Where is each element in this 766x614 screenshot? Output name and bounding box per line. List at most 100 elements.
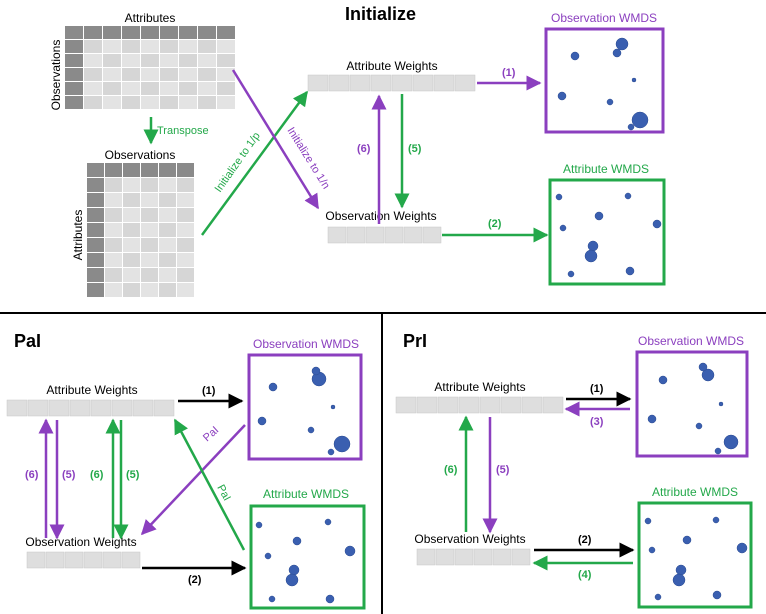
wmds-point[interactable] (584, 249, 598, 263)
wmds-point[interactable] (264, 552, 272, 560)
matrix-cell (105, 268, 122, 282)
matrix-cell (177, 208, 194, 222)
wmds-point[interactable] (675, 564, 687, 576)
matrix-cell (123, 208, 140, 222)
matrix-cell (217, 26, 235, 39)
pri-label-2: (2) (578, 534, 592, 546)
matrix-cell (65, 26, 83, 39)
wmds-point[interactable] (325, 594, 335, 604)
matrix-cell (123, 223, 140, 237)
top-attr-wmds-box (548, 178, 666, 286)
wmds-point[interactable] (255, 521, 263, 529)
wmds-point[interactable] (698, 362, 708, 372)
matrix-cell (217, 82, 235, 95)
wmds-point[interactable] (658, 375, 668, 385)
matrix-cell (141, 54, 159, 67)
matrix-cell (87, 268, 104, 282)
matrix-cell (105, 283, 122, 297)
matrix-cell (160, 40, 178, 53)
pai-obs-wmds-points (257, 366, 351, 456)
matrix-cell (65, 82, 83, 95)
wmds-point[interactable] (695, 422, 703, 430)
wmds-point[interactable] (627, 123, 635, 131)
wmds-point[interactable] (644, 517, 652, 525)
wmds-point[interactable] (257, 416, 267, 426)
weight-cell (416, 548, 436, 566)
wmds-point[interactable] (344, 545, 356, 557)
pai-label-5-green: (5) (126, 469, 140, 481)
wmds-point[interactable] (712, 516, 720, 524)
wmds-point[interactable] (594, 211, 604, 221)
matrix-cell (103, 40, 121, 53)
matrix-cell (160, 82, 178, 95)
wmds-point[interactable] (333, 435, 351, 453)
matrix-cell (105, 193, 122, 207)
matrix-cell (198, 40, 216, 53)
wmds-point[interactable] (557, 91, 567, 101)
wmds-point[interactable] (723, 434, 739, 450)
wmds-point[interactable] (615, 37, 629, 51)
wmds-point[interactable] (330, 404, 336, 410)
wmds-point[interactable] (631, 77, 637, 83)
wmds-point[interactable] (672, 573, 686, 587)
weight-cell (83, 551, 103, 569)
top-attribute-weights-label: Attribute Weights (346, 59, 437, 73)
weight-cell (500, 396, 522, 414)
matrix-cell (159, 283, 176, 297)
matrix-cell (179, 68, 197, 81)
matrix-cell (159, 208, 176, 222)
matrix-cell (87, 178, 104, 192)
matrix-cell (122, 40, 140, 53)
weight-cell (384, 226, 404, 244)
matrix-cell (65, 54, 83, 67)
wmds-point[interactable] (612, 48, 622, 58)
wmds-point[interactable] (648, 546, 656, 554)
wmds-point[interactable] (324, 518, 332, 526)
weight-cell (90, 399, 112, 417)
wmds-point[interactable] (570, 51, 580, 61)
pai-attribute-weights-label: Attribute Weights (46, 383, 137, 397)
wmds-point[interactable] (736, 542, 748, 554)
top-observation-weights-label: Observation Weights (325, 209, 436, 223)
wmds-point[interactable] (268, 382, 278, 392)
matrix-cell (123, 253, 140, 267)
pai-attribute-weights-bar (6, 399, 175, 417)
wmds-point[interactable] (654, 593, 662, 601)
wmds-point[interactable] (652, 219, 662, 229)
wmds-point[interactable] (311, 366, 321, 376)
wmds-point[interactable] (631, 111, 649, 129)
pai-label-2: (2) (188, 574, 202, 586)
weight-cell (365, 226, 385, 244)
matrix-cell (198, 82, 216, 95)
matrix-cell (141, 268, 158, 282)
wmds-point[interactable] (701, 368, 715, 382)
matrix2-row-label: Attributes (71, 210, 85, 261)
weight-cell (412, 74, 434, 92)
matrix-cell (123, 238, 140, 252)
wmds-point[interactable] (307, 426, 315, 434)
wmds-point[interactable] (268, 595, 276, 603)
wmds-point[interactable] (559, 224, 567, 232)
wmds-point[interactable] (327, 448, 335, 456)
wmds-point[interactable] (587, 240, 599, 252)
wmds-point[interactable] (292, 536, 302, 546)
wmds-point[interactable] (718, 401, 724, 407)
wmds-point[interactable] (288, 564, 300, 576)
wmds-point[interactable] (555, 193, 563, 201)
wmds-point[interactable] (714, 447, 722, 455)
wmds-point[interactable] (624, 192, 632, 200)
pri-observation-weights-bar (416, 548, 531, 566)
wmds-point[interactable] (682, 535, 692, 545)
wmds-point[interactable] (647, 414, 657, 424)
wmds-point[interactable] (712, 590, 722, 600)
matrix-cell (123, 193, 140, 207)
matrix-cell (105, 163, 122, 177)
wmds-point[interactable] (606, 98, 614, 106)
wmds-point[interactable] (567, 270, 575, 278)
matrix-cell (87, 253, 104, 267)
matrix-cell (177, 253, 194, 267)
wmds-point[interactable] (625, 266, 635, 276)
wmds-point[interactable] (285, 573, 299, 587)
matrix-cell (198, 68, 216, 81)
